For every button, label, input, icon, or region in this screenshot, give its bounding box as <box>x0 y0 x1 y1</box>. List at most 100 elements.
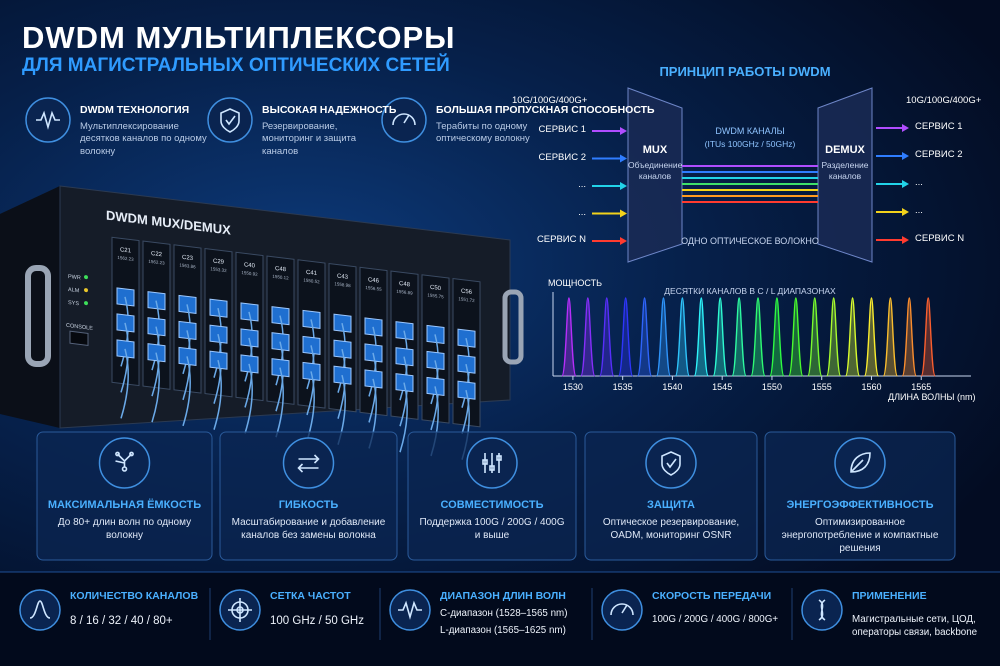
module-channel: C50 <box>430 285 442 292</box>
icon-part <box>115 451 120 457</box>
module-channel: C41 <box>306 270 318 277</box>
stat-value: 100G / 200G / 400G / 800G+ <box>652 614 779 625</box>
peak <box>693 297 709 377</box>
icon <box>25 97 71 143</box>
card <box>764 431 956 561</box>
cable <box>244 363 253 434</box>
handle <box>25 265 51 367</box>
title: DWDM МУЛЬТИПЛЕКСОРЫ <box>22 20 456 55</box>
card-title: ЗАЩИТА <box>647 499 695 511</box>
led <box>84 301 88 306</box>
diagram-title: ПРИНЦИП РАБОТЫ DWDM <box>659 64 831 79</box>
icon <box>601 589 643 631</box>
module-channel: C23 <box>182 255 194 262</box>
stat-title: СКОРОСТЬ ПЕРЕДАЧИ <box>652 590 772 602</box>
peak <box>636 297 653 377</box>
card-text: Масштабирование и добавление каналов без… <box>231 517 386 541</box>
output-label: СЕРВИС 1 <box>915 121 963 132</box>
card <box>36 431 213 561</box>
icon-ring <box>389 589 431 631</box>
icon-part <box>29 600 51 619</box>
module-wavelength: 1553.32 <box>210 266 227 273</box>
icon <box>645 437 697 489</box>
arrowhead <box>902 236 909 244</box>
card-title: ЭНЕРГОЭФФЕКТИВНОСТЬ <box>786 499 934 511</box>
channels-subtitle: (ITUs 100GHz / 50GHz) <box>704 139 796 149</box>
module-channel: C46 <box>368 277 380 284</box>
card-text: Поддержка 100G / 200G / 400G и выше <box>419 517 565 541</box>
input-label: СЕРВИС 2 <box>538 151 586 163</box>
icon-glyph <box>228 598 252 622</box>
input-label: ... <box>578 179 586 190</box>
module-wavelength: 1550.12 <box>272 274 289 281</box>
icon-glyph <box>29 600 51 619</box>
x-tick-label: 1530 <box>563 382 583 392</box>
cable <box>120 348 129 419</box>
input-label: ... <box>578 206 586 218</box>
peak <box>788 297 804 377</box>
module-channel: C56 <box>461 289 473 296</box>
icon-glyph <box>36 110 60 130</box>
port-label: CONSOLE <box>66 323 93 332</box>
module-wavelength: 1562.23 <box>148 259 165 266</box>
mux <box>627 87 683 263</box>
module-wavelength: 1550.92 <box>241 270 258 277</box>
icon-part <box>850 452 871 473</box>
peak <box>750 297 766 377</box>
peak <box>825 297 842 377</box>
icon-part <box>818 599 826 621</box>
channels-title: DWDM КАНАЛЫ <box>715 126 785 136</box>
module-channel: C40 <box>244 262 256 269</box>
handle <box>502 289 524 365</box>
x-tick-label: 1550 <box>762 382 782 392</box>
module-wavelength: 1551.72 <box>458 296 475 303</box>
card <box>219 431 398 561</box>
demux <box>817 87 873 263</box>
stat-value: 8 / 16 / 32 / 40 / 80+ <box>70 615 173 627</box>
x-tick-label: 1540 <box>662 382 682 392</box>
feature-title: БОЛЬШАЯ ПРОПУСКНАЯ СПОСОБНОСТЬ <box>436 104 655 116</box>
stat-title: КОЛИЧЕСТВО КАНАЛОВ <box>70 590 199 602</box>
x-tick-label: 1555 <box>812 382 832 392</box>
mux-title: MUX <box>642 144 668 156</box>
arrowhead <box>902 124 909 132</box>
card <box>407 431 577 561</box>
card-title: ГИБКОСТЬ <box>278 499 339 511</box>
icon-ring <box>282 437 335 489</box>
peak <box>712 297 728 377</box>
module-channel: C48 <box>275 266 287 273</box>
icon <box>98 437 151 489</box>
icon <box>207 97 253 143</box>
spectrum-title: ДЕСЯТКИ КАНАЛОВ В C / L ДИАПАЗОНАХ <box>664 286 836 296</box>
icon-glyph <box>220 108 240 133</box>
peak <box>674 297 691 377</box>
feature-title: DWDM ТЕХНОЛОГИЯ <box>80 104 190 116</box>
card <box>584 431 758 561</box>
stat-value: L-диапазон (1565–1625 nm) <box>440 625 566 636</box>
peak <box>882 297 899 377</box>
feature-text: Мультиплексирование десятков каналов по … <box>80 121 207 157</box>
output-label: ... <box>915 177 923 188</box>
module-wavelength: 1563.86 <box>179 262 196 269</box>
icon-part <box>621 604 628 614</box>
icon-ring <box>645 437 697 489</box>
input-label: СЕРВИС N <box>536 234 586 245</box>
indicator-label: SYS <box>68 300 79 307</box>
icon-part <box>220 108 240 133</box>
icon-glyph <box>850 452 871 473</box>
stat-title: ПРИМЕНЕНИЕ <box>852 590 927 602</box>
input-rate: 10G/100G/400G+ <box>512 95 588 106</box>
output-label: ... <box>915 205 923 216</box>
peak <box>731 297 747 377</box>
icon <box>466 437 518 489</box>
icon-ring <box>25 97 71 143</box>
icon-glyph <box>661 451 681 476</box>
peak <box>599 297 615 377</box>
icon-ring <box>207 97 253 143</box>
arrowhead <box>902 152 909 160</box>
icon <box>19 589 61 631</box>
peak <box>901 297 917 377</box>
arrowhead <box>620 182 627 190</box>
icon-part <box>661 451 681 476</box>
